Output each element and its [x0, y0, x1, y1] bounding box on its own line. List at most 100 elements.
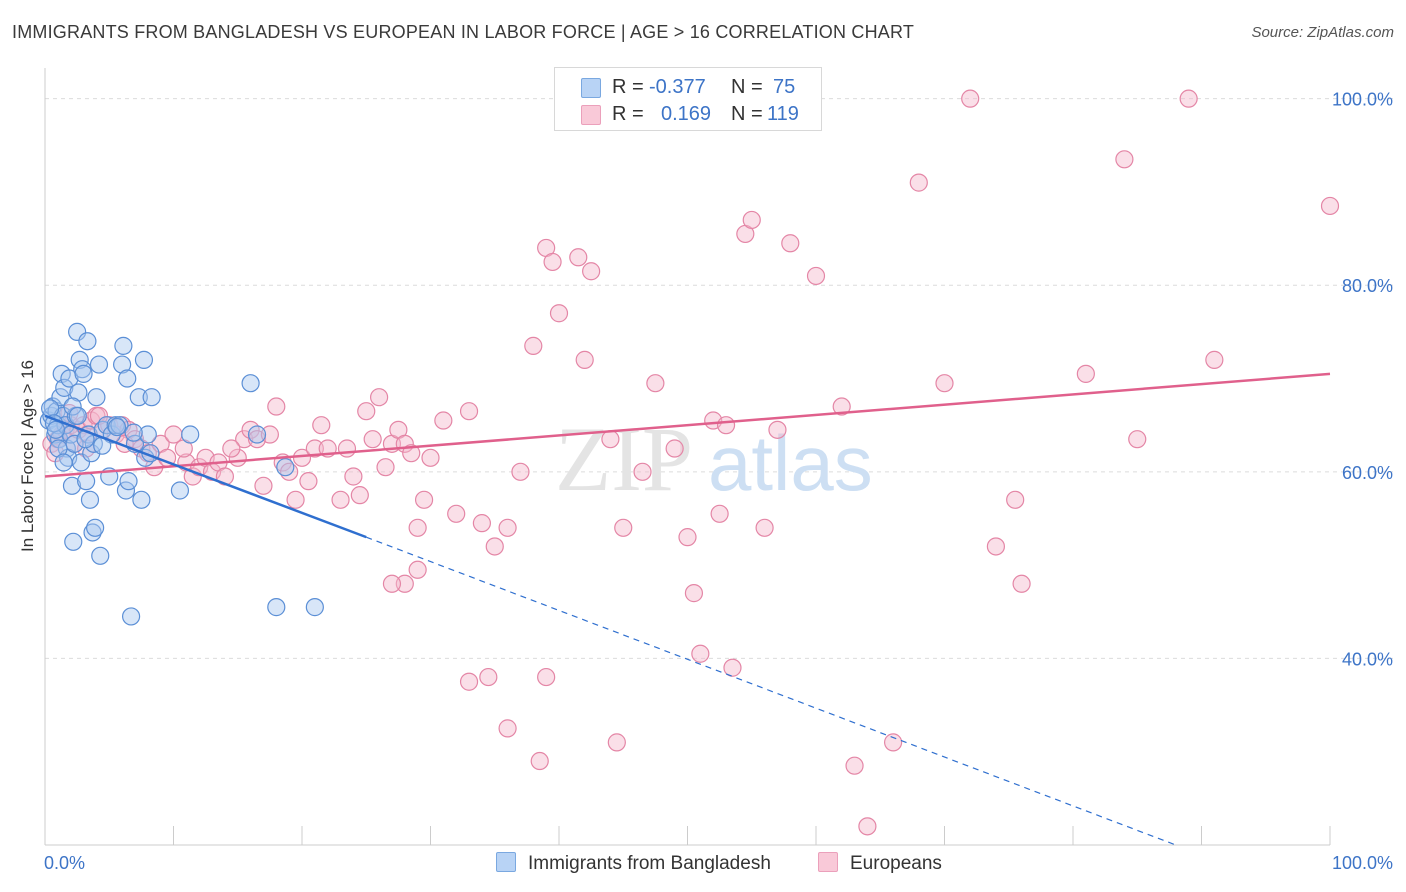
point-bangladesh	[118, 369, 137, 388]
point-bangladesh	[110, 416, 129, 435]
point-europeans	[357, 402, 376, 421]
point-europeans	[716, 416, 736, 435]
point-bangladesh	[64, 532, 83, 551]
point-europeans	[376, 458, 395, 477]
x-tick-label-end: 100.0%	[1332, 853, 1393, 873]
point-europeans	[1006, 490, 1025, 509]
point-bangladesh	[74, 364, 93, 383]
point-europeans	[575, 350, 594, 369]
point-bangladesh	[49, 439, 68, 458]
point-europeans	[459, 402, 479, 421]
point-bangladesh	[41, 399, 60, 418]
y-tick-label: 100.0%	[1332, 90, 1393, 110]
point-europeans	[684, 584, 704, 603]
point-bangladesh	[77, 472, 96, 491]
point-europeans	[845, 756, 864, 775]
legend-n-label: N =	[731, 103, 763, 125]
point-europeans	[537, 667, 556, 687]
point-europeans	[485, 537, 504, 556]
point-bangladesh	[89, 355, 109, 374]
trend-line-bangladesh	[44, 414, 367, 539]
point-europeans	[421, 448, 440, 467]
point-bangladesh	[121, 607, 141, 626]
legend-row-europeans: R = 0.169 N = 119	[555, 101, 821, 127]
point-europeans	[909, 173, 928, 192]
point-bangladesh	[247, 425, 267, 444]
point-bangladesh	[132, 490, 151, 509]
watermark-atlas: atlas	[708, 419, 873, 507]
bottom-legend: Immigrants from Bangladesh Europeans	[0, 852, 1406, 878]
legend-swatch-pink	[581, 105, 601, 125]
y-axis-label: In Labor Force | Age > 16	[18, 360, 37, 552]
point-bangladesh	[170, 481, 190, 500]
point-europeans	[511, 462, 530, 481]
point-europeans	[607, 733, 626, 752]
point-bangladesh	[91, 546, 110, 565]
point-europeans	[286, 490, 305, 509]
point-bangladesh	[112, 355, 132, 374]
point-bangladesh	[62, 476, 82, 495]
point-europeans	[312, 416, 331, 435]
point-bangladesh	[134, 350, 154, 369]
point-europeans	[530, 751, 549, 771]
point-bangladesh	[68, 406, 87, 425]
source-label: Source: ZipAtlas.com	[1251, 24, 1394, 41]
point-europeans	[1179, 89, 1198, 108]
point-europeans	[305, 439, 324, 458]
point-bangladesh	[87, 388, 106, 407]
point-europeans	[260, 425, 279, 444]
point-europeans	[582, 262, 601, 281]
point-bangladesh	[138, 425, 157, 444]
correlation-legend: R = -0.377 N = 75 R = 0.169 N = 119	[554, 67, 822, 131]
point-bangladesh	[276, 458, 295, 477]
legend-n-value-bangladesh: 75	[773, 76, 796, 98]
point-europeans	[350, 486, 369, 505]
point-europeans	[543, 252, 562, 272]
point-europeans	[768, 420, 787, 439]
point-bangladesh	[107, 417, 127, 437]
point-europeans	[1012, 574, 1031, 593]
point-bangladesh	[267, 598, 286, 617]
point-europeans	[710, 504, 729, 523]
point-europeans	[1115, 150, 1134, 169]
bottom-legend-europeans[interactable]: Europeans	[818, 852, 942, 875]
point-europeans	[164, 425, 183, 444]
point-europeans	[447, 504, 466, 523]
point-europeans	[479, 667, 498, 687]
trend-lines	[44, 372, 1331, 846]
axes	[44, 68, 1331, 846]
legend-swatch-blue	[581, 78, 601, 98]
watermark-zip: ZIP	[555, 408, 693, 510]
point-europeans	[678, 528, 697, 547]
point-europeans	[806, 266, 826, 286]
point-europeans	[267, 397, 286, 416]
point-europeans	[549, 304, 569, 323]
point-europeans	[395, 574, 414, 593]
point-europeans	[459, 672, 479, 691]
axis-labels: 40.0% 60.0% 80.0% 100.0% 0.0% 100.0%	[44, 90, 1393, 873]
point-europeans	[614, 518, 633, 537]
x-tick-label-start: 0.0%	[44, 853, 85, 873]
point-europeans	[633, 462, 652, 481]
bottom-legend-swatch-blue	[496, 852, 516, 872]
point-bangladesh	[63, 397, 82, 416]
bottom-legend-bangladesh[interactable]: Immigrants from Bangladesh	[496, 852, 771, 875]
point-bangladesh	[305, 598, 324, 617]
trend-line-bangladesh-extension	[366, 536, 1177, 846]
bottom-legend-label-bangladesh: Immigrants from Bangladesh	[528, 853, 771, 874]
point-bangladesh	[119, 472, 138, 491]
point-europeans	[434, 411, 453, 430]
point-europeans	[363, 430, 382, 449]
point-europeans	[472, 514, 491, 533]
point-bangladesh	[54, 453, 73, 472]
point-bangladesh	[124, 423, 143, 442]
point-bangladesh	[114, 336, 133, 355]
zipatlas-watermark: ZIP atlas	[555, 408, 873, 510]
y-tick-label: 80.0%	[1342, 276, 1393, 296]
point-europeans	[832, 397, 851, 416]
point-europeans	[402, 444, 421, 463]
point-europeans	[569, 248, 588, 267]
point-europeans	[498, 719, 517, 738]
point-bangladesh	[181, 425, 200, 444]
